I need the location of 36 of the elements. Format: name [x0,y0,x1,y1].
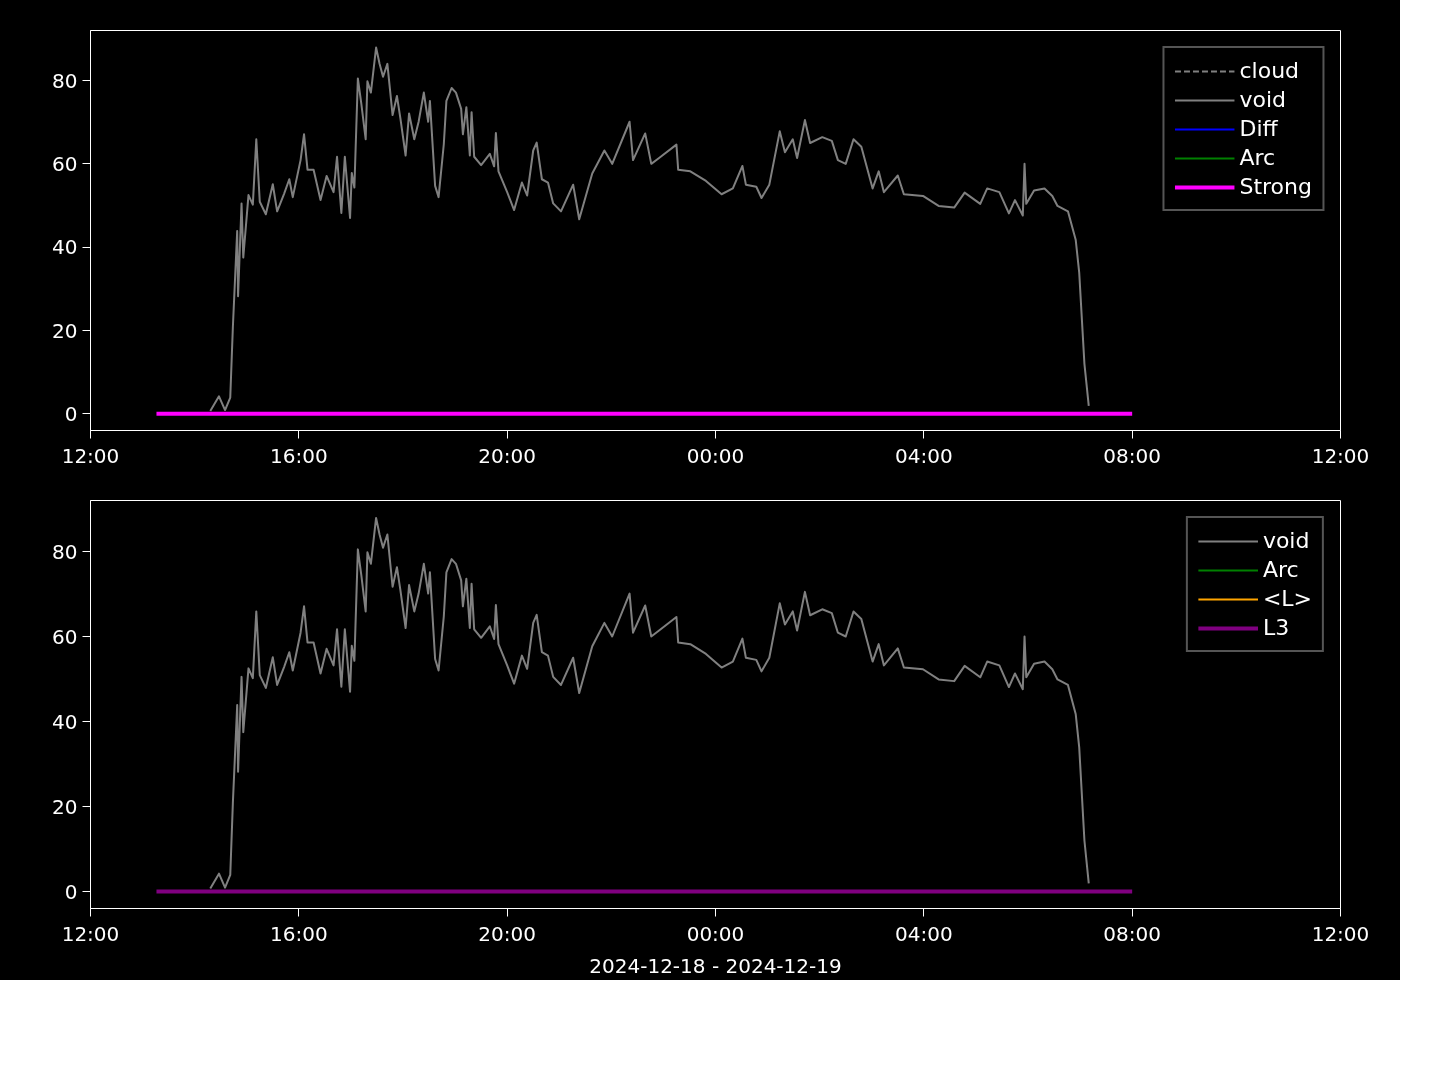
line-series [209,46,1090,412]
y-tick-label: 60 [52,151,78,176]
x-tick-label: 08:00 [1103,443,1161,468]
x-tick-label: 04:00 [895,921,953,946]
y-tick-label: 0 [64,879,78,904]
x-tick-label: 00:00 [686,921,745,946]
y-tick-label: 20 [52,318,78,343]
x-tick-label: 20:00 [478,443,536,468]
y-tick-label: 0 [64,401,78,426]
x-tick-label: 12:00 [61,921,120,946]
x-tick-label: 16:00 [270,443,328,468]
legend-label: Strong [1239,174,1312,199]
x-tick-label: 12:00 [61,443,120,468]
legend-label: Diff [1239,116,1278,141]
y-tick-label: 40 [52,709,78,734]
x-axis-title: 2024-12-18 - 2024-12-19 [589,953,842,978]
legend-label: L3 [1262,615,1290,640]
x-tick-label: 20:00 [478,921,536,946]
x-tick-label: 08:00 [1103,921,1161,946]
y-tick-label: 20 [52,794,78,819]
line-series [209,516,1090,890]
x-tick-label: 04:00 [895,443,953,468]
x-tick-label: 12:00 [1311,921,1370,946]
y-tick-label: 80 [52,68,78,93]
legend-label: void [1262,528,1310,553]
legend-label: <L> [1262,586,1312,611]
x-tick-label: 12:00 [1311,443,1370,468]
legend-label: cloud [1239,58,1300,83]
y-tick-label: 80 [52,539,78,564]
legend-label: Arc [1262,557,1299,582]
x-tick-label: 00:00 [686,443,745,468]
y-tick-label: 40 [52,235,78,260]
x-tick-label: 16:00 [270,921,328,946]
legend-label: void [1239,87,1287,112]
legend-label: Arc [1239,145,1276,170]
y-tick-label: 60 [52,624,78,649]
